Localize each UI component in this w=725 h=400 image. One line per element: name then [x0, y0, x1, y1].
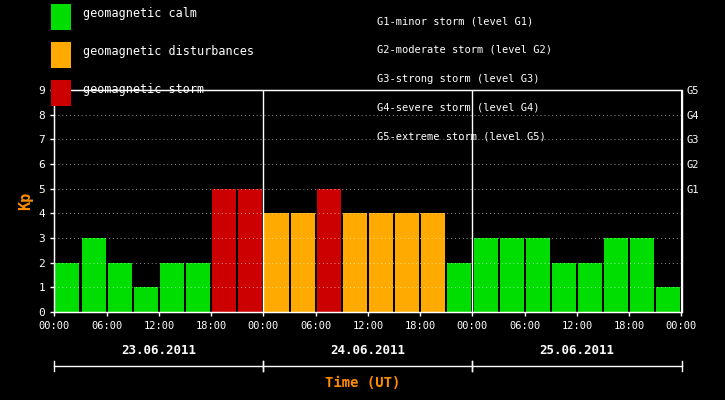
Bar: [317, 189, 341, 312]
Text: 23.06.2011: 23.06.2011: [121, 344, 196, 357]
Text: geomagnetic disturbances: geomagnetic disturbances: [83, 46, 254, 58]
Bar: [578, 263, 602, 312]
Bar: [212, 189, 236, 312]
Bar: [447, 263, 471, 312]
Bar: [395, 213, 419, 312]
Text: G5-extreme storm (level G5): G5-extreme storm (level G5): [377, 131, 546, 141]
Bar: [526, 238, 550, 312]
Bar: [160, 263, 184, 312]
Bar: [552, 263, 576, 312]
Text: G4-severe storm (level G4): G4-severe storm (level G4): [377, 102, 539, 112]
Bar: [473, 238, 497, 312]
Text: G2-moderate storm (level G2): G2-moderate storm (level G2): [377, 45, 552, 55]
Bar: [186, 263, 210, 312]
Bar: [81, 238, 106, 312]
Bar: [421, 213, 445, 312]
Bar: [108, 263, 132, 312]
Bar: [55, 263, 80, 312]
Bar: [630, 238, 655, 312]
Bar: [291, 213, 315, 312]
Text: G3-strong storm (level G3): G3-strong storm (level G3): [377, 74, 539, 84]
Text: G1-minor storm (level G1): G1-minor storm (level G1): [377, 16, 534, 26]
Bar: [343, 213, 367, 312]
Bar: [656, 287, 681, 312]
Bar: [239, 189, 262, 312]
Text: Time (UT): Time (UT): [325, 376, 400, 390]
Bar: [604, 238, 628, 312]
Text: 24.06.2011: 24.06.2011: [331, 344, 405, 357]
Text: 25.06.2011: 25.06.2011: [539, 344, 615, 357]
Bar: [500, 238, 523, 312]
Bar: [134, 287, 158, 312]
Bar: [369, 213, 393, 312]
Text: geomagnetic calm: geomagnetic calm: [83, 8, 197, 20]
Y-axis label: Kp: Kp: [18, 192, 33, 210]
Text: geomagnetic storm: geomagnetic storm: [83, 84, 204, 96]
Bar: [265, 213, 289, 312]
